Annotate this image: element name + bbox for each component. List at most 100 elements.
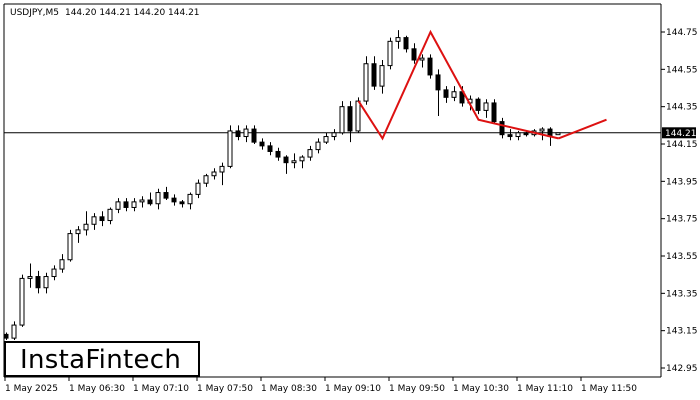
candle [219, 162, 225, 186]
candle-body-bull [363, 63, 369, 102]
candle-body-bull [387, 40, 393, 67]
x-tick-label: 1 May 09:50 [389, 384, 445, 394]
candle-body-bull [131, 201, 137, 208]
candle [107, 207, 113, 225]
candle [67, 229, 73, 262]
candle [147, 192, 153, 206]
candle [395, 30, 401, 49]
y-tick-label: 143.35 [666, 289, 698, 299]
candle [91, 213, 97, 230]
candle-body-bull [107, 208, 113, 222]
candle-body-bull [43, 276, 49, 289]
candle-body-bear [259, 141, 265, 147]
candle-body-bull [203, 175, 209, 184]
candle-body-bull [27, 276, 33, 279]
candle-body-bull [227, 130, 233, 167]
candle [491, 99, 497, 124]
x-tick-label: 1 May 09:10 [325, 384, 381, 394]
head-and-shoulders-left [357, 29, 559, 141]
candle [227, 125, 233, 169]
candle [235, 125, 241, 141]
candle-body-bear [179, 201, 185, 205]
candle-body-bull [67, 233, 73, 261]
candle [499, 117, 505, 139]
candle [507, 129, 513, 141]
candle-body-bear [275, 150, 281, 158]
candle [3, 332, 9, 340]
candle [483, 99, 489, 118]
candle [195, 179, 201, 199]
candle [275, 147, 281, 161]
y-tick-label: 143.15 [666, 327, 698, 337]
candle-body-bull [211, 171, 217, 177]
candle-body-bull [355, 100, 361, 132]
logo: InstaFintech [4, 341, 200, 377]
candle-body-bear [171, 197, 177, 203]
candle-body-bull [19, 277, 25, 326]
candle [283, 155, 289, 174]
candle-body-bull [395, 37, 401, 42]
candle-body-bull [307, 149, 313, 158]
candle [515, 130, 521, 141]
candle-body-bull [299, 156, 305, 162]
candle-body-bear [99, 216, 105, 222]
candle-body-bull [219, 165, 225, 173]
candle-body-bear [235, 130, 241, 138]
candle-body-bull [51, 268, 57, 278]
candle [323, 132, 329, 144]
x-axis: 1 May 2025 1 May 06:30 1 May 07:10 1 May 07… [4, 377, 637, 394]
current-price-badge-bg [662, 127, 696, 139]
candle [379, 60, 385, 94]
head-and-shoulders-right [558, 118, 607, 140]
x-tick-label: 1 May 2025 [5, 384, 58, 394]
candle [419, 54, 425, 68]
candle [363, 56, 369, 105]
candle [27, 263, 33, 288]
candle [339, 101, 345, 135]
candle [19, 274, 25, 327]
x-tick-label: 1 May 11:50 [581, 384, 637, 394]
candle-body-bull [11, 324, 17, 339]
candle-body-bear [267, 145, 273, 152]
candle [51, 265, 57, 281]
candle [11, 321, 17, 340]
candle-body-bull [83, 223, 89, 231]
x-tick-label: 1 May 11:10 [517, 384, 573, 394]
candle [411, 43, 417, 64]
x-tick-label: 1 May 06:30 [69, 384, 125, 394]
candle [451, 86, 457, 102]
candle [387, 37, 393, 70]
y-axis: 144.75 144.55 144.35 144.15 143.95 143.75 143.… [661, 28, 698, 374]
candle [163, 186, 169, 200]
candle [355, 97, 361, 133]
candle [291, 153, 297, 169]
candle-body-bull [419, 57, 425, 61]
candle [83, 211, 89, 236]
candle-body-bull [91, 216, 97, 225]
candle-body-bull [451, 91, 457, 98]
candle-body-bear [3, 333, 9, 339]
y-tick-label: 143.55 [666, 252, 698, 262]
candle-body-bull [331, 132, 337, 138]
candle-body-bear [499, 121, 505, 136]
candle-body-bull [323, 136, 329, 143]
candle [371, 56, 377, 90]
y-tick-label: 143.75 [666, 215, 698, 225]
candle-body-bear [491, 102, 497, 123]
candle [115, 198, 121, 214]
y-tick-label: 144.75 [666, 28, 698, 38]
symbol-label: USDJPY,M5 [10, 8, 59, 18]
candle-body-bull [115, 201, 121, 210]
y-tick-label: 143.95 [666, 177, 698, 187]
candle-body-bear [371, 63, 377, 87]
x-tick-label: 1 May 08:30 [261, 384, 317, 394]
chart-header: USDJPY,M5 144.20 144.21 144.20 144.21 [10, 8, 200, 18]
candle-body-bull [243, 128, 249, 138]
candle-body-bear [123, 201, 129, 208]
candle [435, 69, 441, 116]
candle [203, 173, 209, 187]
candle-body-bear [283, 156, 289, 164]
candles [3, 30, 561, 340]
candle-body-bear [163, 192, 169, 199]
candle-body-bull [539, 128, 545, 132]
